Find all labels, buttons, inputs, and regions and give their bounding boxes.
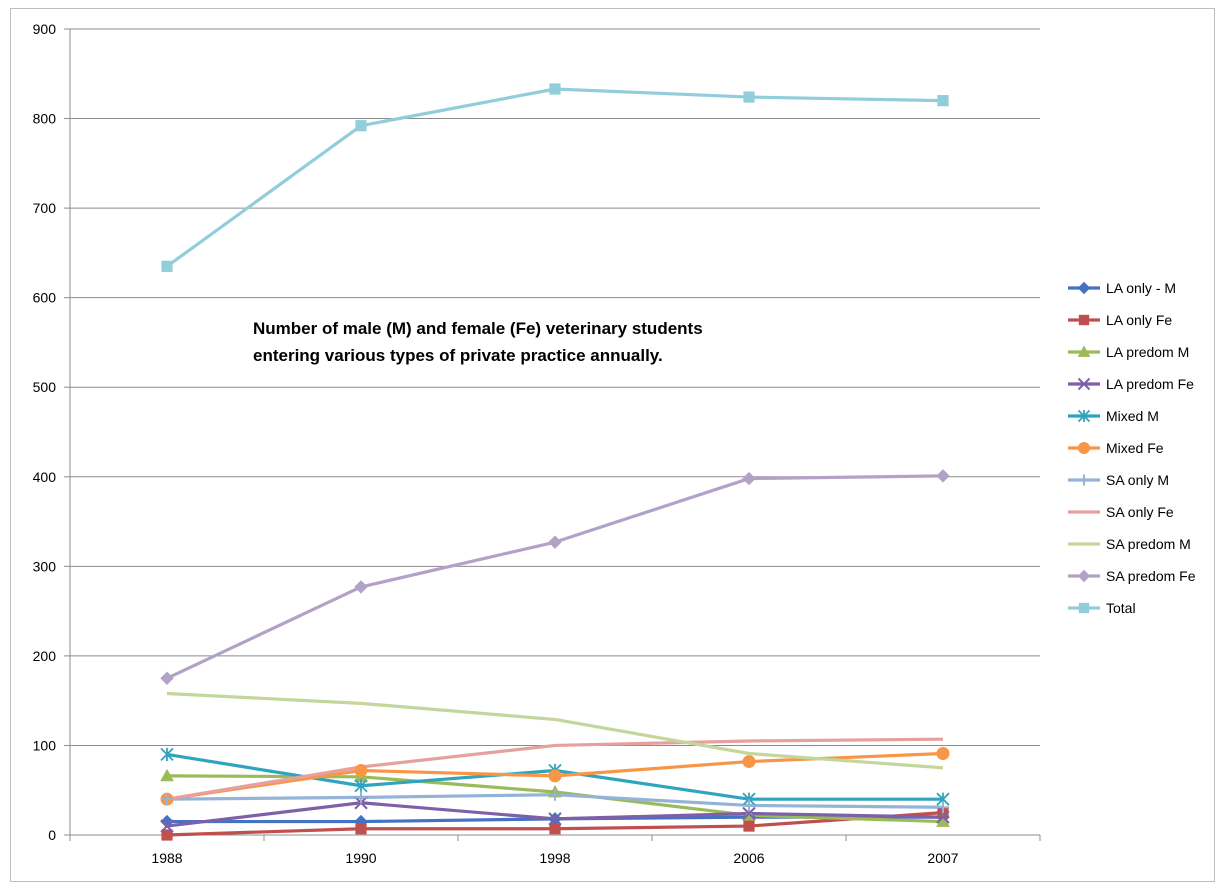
legend-item-sa-only-fe: SA only Fe [1068,504,1174,520]
series-line-sa-predom-fe [166,474,944,680]
x-tick-label: 1988 [151,850,182,866]
legend-label: Mixed M [1106,408,1159,424]
data-point-la-only-fe [549,823,561,835]
data-point-mixed-m [354,779,368,793]
legend-marker [1078,314,1090,326]
legend-marker [1078,602,1090,614]
data-point-la-only-fe [743,820,755,832]
y-tick-label: 800 [33,111,57,127]
chart-title-line-1: Number of male (M) and female (Fe) veter… [253,319,703,338]
data-point-sa-only-m [549,788,561,801]
data-point-sa-only-m [937,801,949,814]
legend: LA only - M LA only Fe LA predom M LA predo… [1068,280,1196,616]
data-point-la-only-m [160,814,174,829]
data-point-sa-predom-fe [160,671,174,685]
y-tick-label: 500 [33,379,57,395]
legend-item-la-only-m: LA only - M [1068,280,1176,296]
legend-label: SA only Fe [1106,504,1174,520]
gridlines [70,28,1040,746]
legend-marker [1077,345,1091,357]
data-point-la-only-fe [355,823,367,835]
data-point-sa-only-m [743,799,755,812]
data-point-total [355,120,367,132]
data-point-sa-predom-fe [548,535,562,549]
legend-item-mixed-m: Mixed M [1068,408,1159,424]
legend-label: LA predom M [1106,344,1189,360]
y-tick-label: 900 [33,21,57,37]
y-tick-label: 400 [33,469,57,485]
data-point-la-predom-fe [548,812,562,826]
data-point-sa-predom-fe [354,580,368,594]
legend-label: SA predom M [1106,536,1191,552]
y-tick-label: 300 [33,558,57,574]
data-point-total [743,91,755,103]
data-point-sa-predom-fe [742,471,756,486]
legend-label: SA predom Fe [1106,568,1196,584]
chart-frame [10,8,1215,882]
series-line-sa-predom-m [166,691,944,770]
data-point-total [937,95,949,107]
legend-item-la-predom-fe: LA predom Fe [1068,376,1194,392]
y-tick-label: 100 [33,737,57,753]
legend-item-la-predom-m: LA predom M [1068,344,1189,360]
axes: 0 100 200 300 400 500 600 700 800 900 1988 1990 1998… [33,21,1041,866]
x-tick-label: 2007 [927,850,958,866]
y-tick-label: 600 [33,290,57,306]
legend-label: Mixed Fe [1106,440,1164,456]
data-point-la-predom-fe [742,806,756,821]
data-point-mixed-fe [742,755,756,769]
legend-marker [1077,569,1091,583]
data-point-total [549,83,561,95]
series-line-sa-only-fe [166,737,944,801]
series-lines [166,87,944,837]
legend-label: SA only M [1106,472,1169,488]
legend-item-mixed-fe: Mixed Fe [1068,440,1164,456]
legend-marker [1077,377,1091,391]
legend-marker [1078,474,1090,486]
series-line-total [166,87,944,268]
legend-label: Total [1106,600,1136,616]
data-point-la-only-fe [161,829,173,841]
legend-item-sa-only-m: SA only M [1068,472,1169,488]
legend-item-la-only-fe: LA only Fe [1068,312,1172,328]
x-tick-label: 1998 [539,850,570,866]
data-point-total [161,260,173,272]
y-tick-label: 0 [48,827,56,843]
data-point-sa-predom-fe [936,469,950,483]
x-tick-label: 1990 [345,850,376,866]
legend-item-sa-predom-m: SA predom M [1068,536,1191,552]
data-point-sa-only-m [161,793,173,806]
legend-item-total: Total [1068,600,1136,616]
legend-marker [1077,409,1091,423]
legend-label: LA only - M [1106,280,1176,296]
data-point-la-predom-fe [160,819,174,833]
data-point-mixed-fe [354,764,368,778]
data-point-mixed-fe [936,747,950,761]
legend-marker [1078,442,1090,454]
legend-item-sa-predom-fe: SA predom Fe [1068,568,1196,584]
legend-label: LA predom Fe [1106,376,1194,392]
series-markers [160,83,950,841]
x-tick-label: 2006 [733,850,764,866]
legend-marker [1077,281,1091,295]
legend-label: LA only Fe [1106,312,1172,328]
data-point-sa-only-m [355,791,367,804]
y-tick-label: 700 [33,200,57,216]
data-point-la-predom-m [160,768,174,782]
data-point-mixed-fe [548,769,562,783]
data-point-la-predom-fe [936,810,950,824]
chart-title-line-2: entering various types of private practi… [253,346,663,365]
data-point-mixed-m [160,747,174,762]
y-tick-label: 200 [33,648,57,664]
